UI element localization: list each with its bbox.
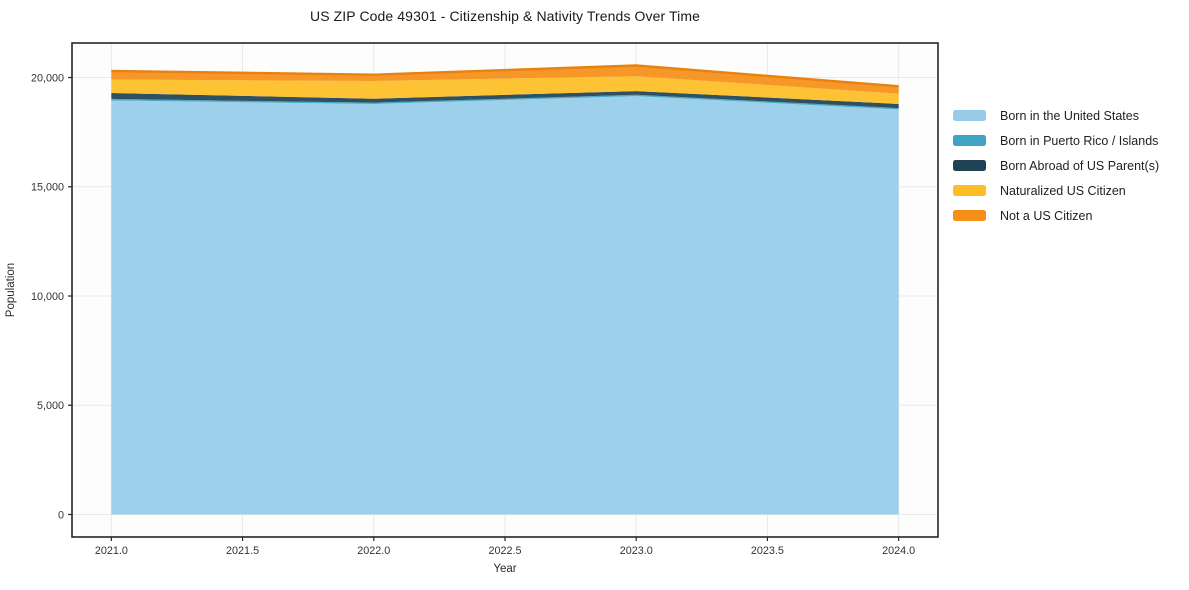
x-tick-label: 2022.0 xyxy=(357,545,390,557)
y-tick-label: 20,000 xyxy=(31,72,64,84)
x-tick-label: 2023.5 xyxy=(751,545,784,557)
x-tick-label: 2021.0 xyxy=(95,545,128,557)
legend-item-naturalized: Naturalized US Citizen xyxy=(953,178,1159,203)
legend-label: Born in Puerto Rico / Islands xyxy=(1000,133,1159,148)
legend-swatch-icon xyxy=(953,110,986,121)
y-tick-label: 5,000 xyxy=(37,400,64,412)
area-not-citizen xyxy=(111,65,899,94)
legend-label: Not a US Citizen xyxy=(1000,208,1093,223)
y-tick-label: 15,000 xyxy=(31,182,64,194)
x-tick-label: 2021.5 xyxy=(226,545,259,557)
x-axis-label: Year xyxy=(493,563,517,575)
legend-label: Born in the United States xyxy=(1000,108,1139,123)
chart-title: US ZIP Code 49301 - Citizenship & Nativi… xyxy=(309,8,701,24)
y-tick-label: 10,000 xyxy=(31,291,64,303)
area-top-edge-not-citizen xyxy=(111,64,899,88)
area-born-pr-islands xyxy=(111,94,899,110)
x-tick-label: 2023.0 xyxy=(620,545,653,557)
legend-label: Born Abroad of US Parent(s) xyxy=(1000,158,1160,173)
area-born-in-us xyxy=(111,96,899,515)
x-tick-label: 2022.5 xyxy=(488,545,521,557)
legend-item-born-abroad: Born Abroad of US Parent(s) xyxy=(953,153,1159,178)
x-tick-label: 2024.0 xyxy=(882,545,915,557)
legend-swatch-icon xyxy=(953,185,986,196)
y-axis-label: Population xyxy=(5,262,17,318)
area-naturalized xyxy=(111,76,899,104)
legend: Born in the United States Born in Puerto … xyxy=(953,103,1159,228)
legend-label: Naturalized US Citizen xyxy=(1000,183,1126,198)
legend-swatch-icon xyxy=(953,135,986,146)
legend-item-not-citizen: Not a US Citizen xyxy=(953,203,1159,228)
legend-item-born-in-us: Born in the United States xyxy=(953,103,1159,128)
area-born-abroad xyxy=(111,91,899,109)
legend-swatch-icon xyxy=(953,210,986,221)
legend-item-born-pr-islands: Born in Puerto Rico / Islands xyxy=(953,128,1159,153)
y-tick-label: 0 xyxy=(58,509,64,521)
legend-swatch-icon xyxy=(953,160,986,171)
